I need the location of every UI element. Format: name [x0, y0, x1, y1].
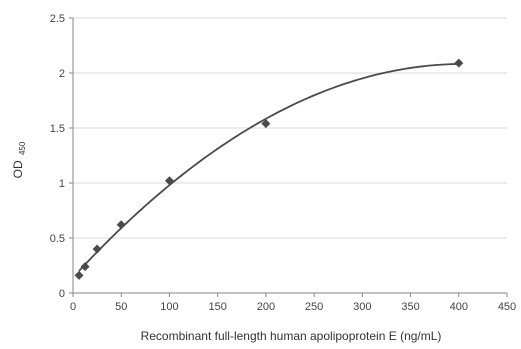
data-point-2	[92, 244, 102, 254]
x-tick-label-8: 400	[450, 301, 468, 313]
y-tick-label-4: 2	[59, 68, 65, 80]
x-tick-label-6: 300	[353, 301, 371, 313]
data-points	[74, 58, 464, 280]
x-tick-label-4: 200	[257, 301, 275, 313]
y-tick-label-2: 1	[59, 178, 65, 190]
y-axis-title-main: OD	[11, 160, 25, 178]
x-tick-labels: 0 50 100 150 200 250 300 350 400 450	[70, 301, 516, 313]
y-axis-title: OD 450	[11, 141, 27, 178]
axes	[69, 17, 508, 297]
x-tick-label-1: 50	[115, 301, 127, 313]
x-tick-label-3: 150	[208, 301, 226, 313]
data-point-0	[74, 270, 84, 280]
y-tick-labels: 0 0.5 1 1.5 2 2.5	[50, 13, 65, 300]
y-tick-label-3: 1.5	[50, 123, 65, 135]
data-point-4	[164, 176, 174, 186]
x-tick-label-9: 450	[498, 301, 516, 313]
x-tick-label-5: 250	[305, 301, 323, 313]
grid-lines	[73, 17, 507, 239]
y-tick-label-0: 0	[59, 288, 65, 300]
y-tick-label-5: 2.5	[50, 13, 65, 25]
x-tick-label-0: 0	[70, 301, 76, 313]
data-point-5	[261, 119, 271, 129]
fit-curve-line	[78, 63, 459, 272]
x-tick-label-2: 100	[160, 301, 178, 313]
data-point-3	[116, 220, 126, 230]
fit-curve	[78, 63, 459, 272]
data-point-1	[80, 262, 90, 272]
x-axis-title: Recombinant full-length human apolipopro…	[141, 329, 442, 343]
y-tick-label-1: 0.5	[50, 233, 65, 245]
x-tick-label-7: 350	[401, 301, 419, 313]
data-point-6	[454, 58, 464, 68]
y-axis-title-subscript: 450	[18, 141, 27, 155]
